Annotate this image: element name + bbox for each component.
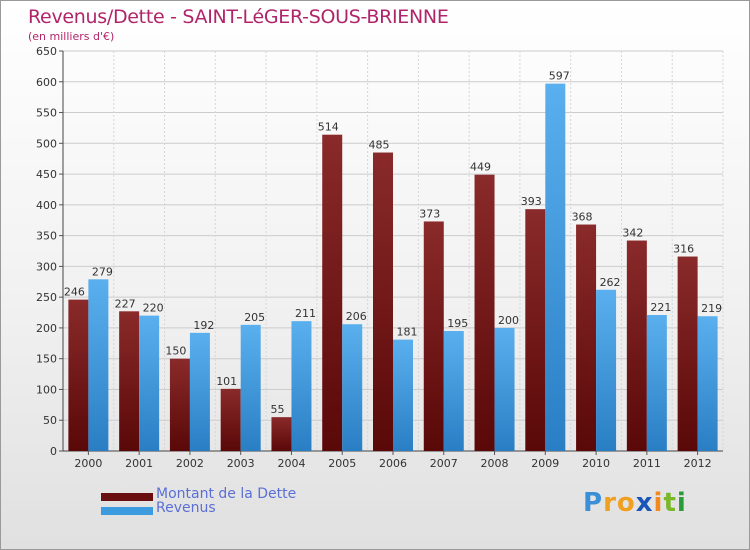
x-tick-label: 2005	[328, 457, 356, 470]
x-tick-label: 2003	[227, 457, 255, 470]
data-label-revenus: 181	[397, 326, 418, 339]
bar-revenus-2010	[596, 289, 617, 451]
bar-revenus-2005	[342, 324, 363, 451]
bar-dette-2003	[220, 388, 241, 451]
legend-swatch-debt	[101, 493, 153, 501]
logo-letter: x	[635, 488, 654, 518]
x-tick-label: 2001	[125, 457, 153, 470]
bar-revenus-2012	[697, 316, 718, 451]
data-label-dette: 485	[369, 139, 390, 152]
data-label-revenus: 221	[650, 301, 671, 314]
bar-dette-2000	[68, 299, 89, 451]
y-tick-label: 650	[36, 45, 57, 58]
bar-revenus-2003	[240, 324, 261, 451]
chart-subtitle: (en milliers d'€)	[28, 30, 115, 43]
data-label-revenus: 211	[295, 307, 316, 320]
x-tick-label: 2000	[74, 457, 102, 470]
data-label-dette: 227	[115, 297, 136, 310]
y-tick-label: 450	[36, 168, 57, 181]
x-tick-label: 2009	[531, 457, 559, 470]
y-tick-label: 50	[43, 414, 57, 427]
x-tick-label: 2010	[582, 457, 610, 470]
y-tick-label: 0	[50, 445, 57, 458]
x-tick-label: 2006	[379, 457, 407, 470]
data-label-revenus: 205	[244, 311, 265, 324]
bar-revenus-2011	[646, 315, 667, 451]
bar-dette-2007	[423, 221, 444, 451]
data-label-dette: 150	[165, 345, 186, 358]
y-tick-label: 150	[36, 353, 57, 366]
logo-letter: i	[653, 488, 664, 518]
x-tick-label: 2012	[684, 457, 712, 470]
bar-revenus-2009	[545, 83, 566, 451]
y-tick-label: 300	[36, 260, 57, 273]
data-label-revenus: 206	[346, 310, 367, 323]
bar-dette-2008	[474, 174, 495, 451]
logo-letter: r	[603, 488, 617, 518]
logo-letter: P	[583, 488, 604, 518]
data-label-revenus: 220	[143, 302, 164, 315]
bar-dette-2005	[322, 134, 343, 451]
x-tick-label: 2004	[277, 457, 305, 470]
chart-title: Revenus/Dette - SAINT-LéGER-SOUS-BRIENNE	[28, 6, 449, 28]
y-tick-label: 100	[36, 383, 57, 396]
logo-letter: t	[663, 488, 677, 518]
bar-revenus-2008	[494, 327, 515, 451]
bar-revenus-2006	[393, 339, 413, 451]
legend-swatch-revenus	[101, 507, 153, 515]
bar-dette-2006	[373, 152, 393, 452]
bar-dette-2011	[626, 240, 647, 451]
y-tick-label: 550	[36, 107, 57, 120]
y-tick-label: 200	[36, 322, 57, 335]
data-label-dette: 316	[673, 243, 694, 256]
bar-revenus-2004	[291, 321, 312, 451]
bar-revenus-2002	[189, 332, 210, 451]
data-label-dette: 246	[64, 286, 85, 299]
bar-dette-2009	[525, 209, 546, 451]
data-label-dette: 393	[521, 195, 542, 208]
legend-label-debt: Montant de la Dette	[156, 486, 297, 502]
x-tick-label: 2007	[430, 457, 458, 470]
data-label-dette: 449	[470, 161, 491, 174]
x-tick-label: 2002	[176, 457, 204, 470]
data-label-dette: 373	[419, 207, 440, 220]
data-label-revenus: 200	[498, 314, 519, 327]
y-tick-label: 600	[36, 76, 57, 89]
data-label-revenus: 279	[92, 265, 113, 278]
data-label-dette: 342	[622, 227, 643, 240]
y-tick-label: 250	[36, 291, 57, 304]
bar-dette-2004	[271, 417, 292, 451]
bar-revenus-2001	[139, 315, 160, 451]
legend-label-revenus: Revenus	[156, 500, 216, 516]
logo-letter: o	[616, 488, 636, 518]
bar-dette-2012	[677, 256, 698, 451]
logo-letter: i	[676, 488, 687, 518]
data-label-revenus: 195	[447, 317, 468, 330]
y-tick-label: 400	[36, 199, 57, 212]
bar-dette-2010	[576, 224, 597, 451]
data-label-dette: 514	[318, 121, 339, 134]
data-label-dette: 368	[572, 211, 593, 224]
bar-revenus-2000	[88, 279, 109, 451]
data-label-revenus: 597	[549, 70, 570, 83]
bar-revenus-2007	[443, 331, 464, 451]
x-tick-label: 2011	[633, 457, 661, 470]
proxiti-logo: Proxiti	[583, 488, 687, 518]
y-tick-label: 500	[36, 137, 57, 150]
data-label-dette: 101	[216, 375, 237, 388]
bar-dette-2002	[169, 358, 190, 451]
x-tick-label: 2008	[481, 457, 509, 470]
data-label-revenus: 262	[600, 276, 621, 289]
data-label-revenus: 219	[701, 302, 722, 315]
y-tick-label: 350	[36, 230, 57, 243]
bar-dette-2001	[119, 311, 140, 451]
data-label-revenus: 192	[193, 319, 214, 332]
data-label-dette: 55	[270, 403, 284, 416]
